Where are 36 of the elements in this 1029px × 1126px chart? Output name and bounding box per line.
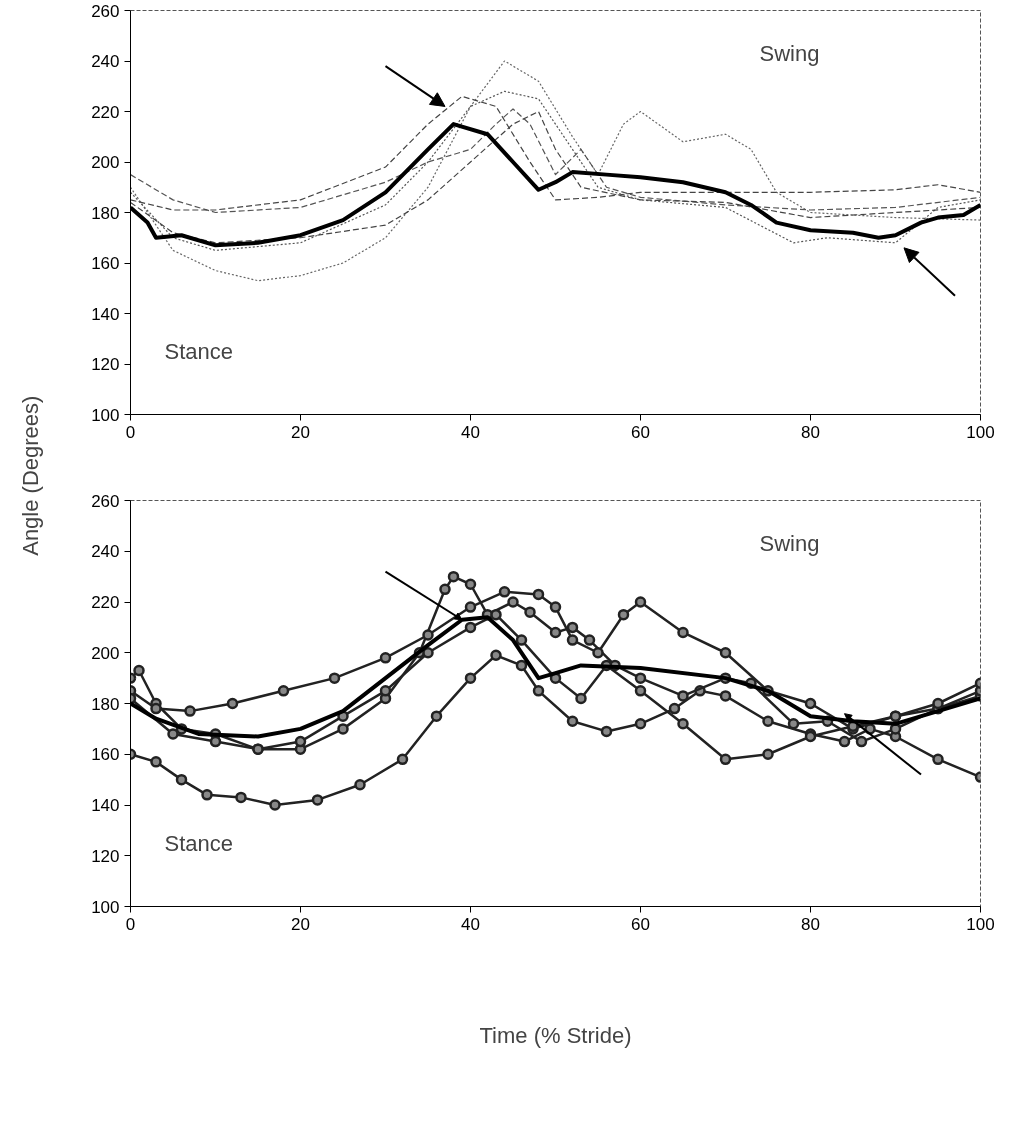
y-tick-label: 100 (91, 897, 120, 917)
x-tick-label: 80 (801, 422, 820, 442)
y-tick-label: 240 (91, 542, 120, 562)
y-tick-label: 160 (91, 745, 120, 765)
y-tick-label: 220 (91, 102, 120, 122)
y-tick-label: 160 (91, 254, 120, 273)
y-tick-label: 200 (91, 643, 120, 663)
y-tick-label: 100 (91, 405, 120, 425)
y-axis-title: Angle (Degrees) (18, 395, 43, 556)
x-tick-label: 20 (291, 914, 310, 934)
x-tick-label: 100 (966, 914, 995, 934)
y-tick-label: 180 (91, 694, 120, 714)
annotation: Stance (164, 830, 233, 856)
x-tick-label: 60 (631, 914, 650, 934)
y-tick-label: 200 (91, 153, 120, 172)
x-axis-title: Time (% Stride) (479, 1022, 632, 1048)
x-tick-label: 20 (291, 422, 310, 442)
y-tick-label: 140 (91, 304, 120, 324)
y-tick-label: 180 (91, 203, 120, 223)
y-tick-label: 240 (91, 52, 120, 71)
annotation: Swing (759, 531, 820, 557)
x-tick-label: 40 (461, 914, 480, 934)
x-tick-label: 60 (631, 422, 650, 442)
x-tick-label: 40 (461, 422, 480, 442)
x-tick-label: 100 (966, 422, 995, 442)
annotation: Stance (164, 339, 233, 364)
x-tick-label: 80 (801, 914, 820, 934)
y-tick-label: 140 (91, 796, 120, 815)
x-tick-label: 0 (125, 914, 136, 934)
y-tick-label: 120 (91, 846, 120, 866)
y-tick-label: 260 (91, 1, 120, 21)
y-tick-label: 120 (91, 355, 120, 374)
annotation: Swing (759, 41, 820, 67)
y-tick-label: 260 (91, 491, 120, 511)
x-tick-label: 0 (125, 422, 136, 442)
y-tick-label: 220 (91, 593, 120, 612)
